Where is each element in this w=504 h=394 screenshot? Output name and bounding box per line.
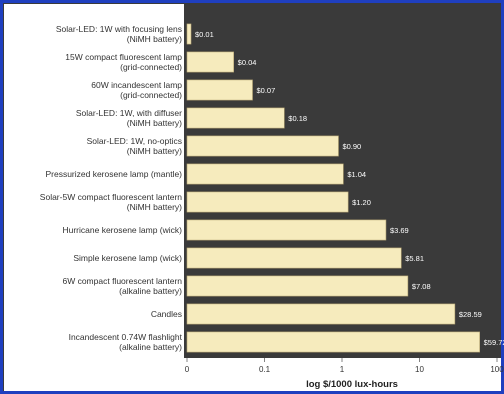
- value-label: $7.08: [412, 282, 431, 291]
- category-label: Solar-LED: 1W, no-optics: [87, 136, 182, 146]
- bar: [186, 79, 253, 101]
- category-label: 15W compact fluorescent lamp: [65, 52, 182, 62]
- category-label: (grid-connected): [120, 90, 182, 100]
- label-panel: [4, 4, 184, 394]
- axis-panel: [4, 358, 504, 394]
- category-label: Pressurized kerosene lamp (mantle): [45, 169, 182, 179]
- category-label: (NiMH battery): [127, 34, 182, 44]
- x-tick-label: 10: [415, 365, 424, 374]
- value-label: $5.81: [405, 254, 424, 263]
- category-label: (alkaline battery): [119, 286, 182, 296]
- category-label: Solar-LED: 1W with focusing lens: [56, 24, 182, 34]
- category-label: (grid-connected): [120, 62, 182, 72]
- category-label: (NiMH battery): [127, 118, 182, 128]
- bar: [186, 303, 456, 325]
- value-label: $1.04: [347, 170, 366, 179]
- bar: [186, 135, 339, 157]
- bar: [186, 219, 387, 241]
- x-tick-label: 0: [185, 365, 190, 374]
- x-tick-label: 1: [340, 365, 345, 374]
- bar: [186, 23, 192, 45]
- category-label: (alkaline battery): [119, 342, 182, 352]
- bar: [186, 107, 285, 129]
- category-label: 6W compact fluorescent lantern: [62, 276, 182, 286]
- value-label: $59.72: [484, 338, 504, 347]
- value-label: $3.69: [390, 226, 409, 235]
- value-label: $0.04: [238, 58, 257, 67]
- bar: [186, 331, 480, 353]
- value-label: $0.18: [288, 114, 307, 123]
- bar: [186, 51, 234, 73]
- category-label: Incandescent 0.74W flashlight: [69, 332, 183, 342]
- x-axis-title: log $/1000 lux-hours: [306, 379, 398, 390]
- value-label: $28.59: [459, 310, 482, 319]
- category-label: Hurricane kerosene lamp (wick): [62, 225, 182, 235]
- value-label: $0.07: [256, 86, 275, 95]
- category-label: Simple kerosene lamp (wick): [73, 253, 182, 263]
- x-tick-label: 0.1: [259, 365, 271, 374]
- value-label: $1.20: [352, 198, 371, 207]
- category-label: (NiMH battery): [127, 146, 182, 156]
- value-label: $0.01: [195, 30, 214, 39]
- category-label: 60W incandescent lamp: [91, 80, 182, 90]
- x-tick-label: 100: [490, 365, 504, 374]
- bar: [186, 247, 402, 269]
- category-label: Candles: [151, 309, 182, 319]
- category-label: Solar-5W compact fluorescent lantern: [40, 192, 182, 202]
- bar: [186, 163, 344, 185]
- category-label: (NiMH battery): [127, 202, 182, 212]
- bar: [186, 275, 409, 297]
- value-label: $0.90: [342, 142, 361, 151]
- category-label: Solar-LED: 1W, with diffuser: [76, 108, 182, 118]
- bar: [186, 191, 349, 213]
